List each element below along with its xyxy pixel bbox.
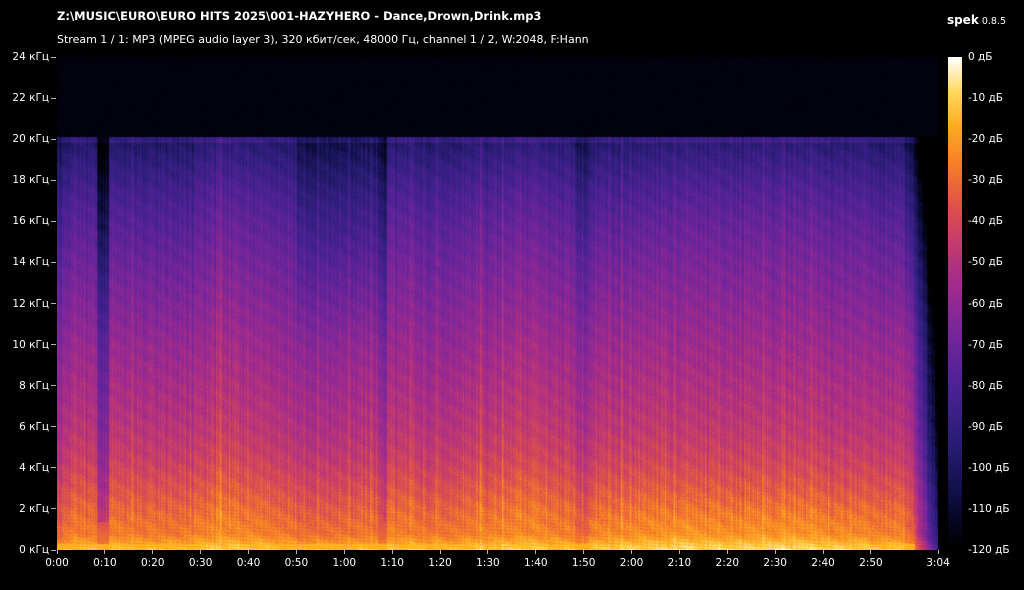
stream-info: Stream 1 / 1: MP3 (MPEG audio layer 3), … [57, 33, 589, 46]
time-tick-label: 0:50 [284, 557, 309, 569]
time-tick-mark [487, 550, 489, 554]
time-tick-mark [937, 550, 939, 554]
db-tick-label: -20 дБ [968, 133, 1003, 146]
freq-tick-mark [51, 56, 56, 58]
time-axis-labels: 0:00 0:10 0:20 0:30 0:40 0:50 1:00 1:10 1:20 1:30… [45, 557, 950, 570]
time-tick-label: 0:20 [140, 557, 165, 569]
db-tick-label: -50 дБ [968, 256, 1003, 269]
time-tick-mark [583, 550, 585, 554]
time-tick-label: 1:50 [571, 557, 596, 569]
freq-tick-label: 2 кГц [19, 502, 49, 515]
time-tick-mark [295, 550, 297, 554]
time-tick-label: 0:10 [93, 557, 117, 569]
freq-tick-label: 10 кГц [12, 338, 49, 351]
time-tick-label: 1:00 [332, 557, 357, 569]
db-tick-label: -80 дБ [968, 379, 1003, 392]
time-tick-label: 1:10 [380, 557, 404, 569]
time-tick-mark [391, 550, 393, 554]
db-tick-label: 0 дБ [968, 51, 993, 63]
freq-tick-label: 8 кГц [19, 379, 49, 392]
app-version: 0.8.5 [981, 16, 1006, 27]
db-tick-label: -120 дБ [968, 544, 1010, 556]
freq-axis-ticks [51, 56, 56, 551]
freq-tick-mark [51, 97, 56, 99]
freq-tick-mark [51, 508, 56, 510]
db-tick-label: -10 дБ [968, 92, 1003, 105]
time-tick-label: 2:10 [667, 557, 692, 569]
freq-tick-label: 20 кГц [12, 133, 49, 146]
time-tick-label: 1:40 [524, 557, 548, 569]
freq-tick-mark [51, 261, 56, 263]
freq-tick-label: 22 кГц [12, 92, 49, 105]
db-axis-labels: 0 дБ -10 дБ -20 дБ -30 дБ -40 дБ -50 дБ -60 дБ… [968, 51, 1023, 556]
freq-tick-label: 18 кГц [12, 174, 49, 187]
time-tick-mark [439, 550, 441, 554]
db-tick-label: -70 дБ [968, 338, 1003, 351]
freq-tick-mark [51, 344, 56, 346]
time-tick-label: 1:20 [428, 557, 452, 569]
freq-tick-mark [51, 303, 56, 304]
time-tick-mark [200, 550, 202, 554]
freq-tick-mark [51, 179, 56, 181]
time-tick-label: 1:30 [476, 557, 500, 569]
time-tick-label: 3:04 [926, 557, 950, 569]
time-axis-ticks [56, 550, 939, 555]
time-tick-label: 2:00 [619, 557, 644, 569]
freq-tick-mark [51, 426, 56, 428]
freq-tick-label: 14 кГц [12, 256, 49, 269]
freq-tick-label: 12 кГц [12, 297, 49, 310]
time-tick-mark [104, 550, 106, 554]
time-tick-mark [774, 550, 776, 554]
freq-tick-label: 24 кГц [12, 51, 49, 63]
db-tick-label: -30 дБ [968, 174, 1003, 187]
time-tick-mark [726, 550, 728, 554]
db-tick-label: -40 дБ [968, 215, 1003, 228]
time-tick-label: 0:30 [188, 557, 213, 569]
freq-tick-mark [51, 220, 56, 222]
time-tick-mark [535, 550, 537, 554]
time-tick-label: 2:40 [811, 557, 835, 569]
time-tick-label: 0:00 [45, 557, 69, 569]
time-tick-mark [870, 550, 872, 554]
freq-axis-labels: 24 кГц 22 кГц 20 кГц 18 кГц 16 кГц 14 кГц 12 к… [0, 51, 49, 556]
time-tick-label: 2:30 [763, 557, 787, 569]
spectrogram-canvas [57, 57, 938, 550]
db-tick-label: -60 дБ [968, 297, 1003, 310]
db-tick-label: -110 дБ [968, 502, 1010, 515]
freq-tick-mark [51, 385, 56, 387]
time-tick-mark [822, 550, 824, 554]
time-tick-mark [631, 550, 633, 554]
freq-tick-mark [51, 138, 56, 140]
time-tick-mark [343, 550, 345, 554]
freq-tick-label: 0 кГц [19, 544, 49, 556]
time-tick-mark [678, 550, 680, 554]
time-tick-mark [152, 550, 154, 554]
app-brand: spek 0.8.5 [947, 9, 1006, 28]
time-tick-label: 2:20 [715, 557, 740, 569]
time-tick-label: 2:50 [859, 557, 883, 569]
freq-tick-mark [51, 467, 56, 469]
time-tick-mark [248, 550, 250, 554]
time-tick-mark [56, 550, 58, 554]
db-tick-label: -100 дБ [968, 461, 1010, 474]
freq-tick-label: 16 кГц [12, 215, 49, 228]
app-name: spek [946, 13, 979, 27]
freq-tick-mark [51, 549, 56, 551]
freq-tick-label: 4 кГц [19, 461, 49, 474]
time-tick-label: 0:40 [236, 557, 261, 569]
file-path-title: Z:\MUSIC\EURO\EURO HITS 2025\001-HAZYHER… [57, 9, 542, 23]
colorbar-canvas [948, 57, 962, 550]
freq-tick-label: 6 кГц [19, 420, 49, 433]
db-tick-label: -90 дБ [968, 420, 1003, 433]
